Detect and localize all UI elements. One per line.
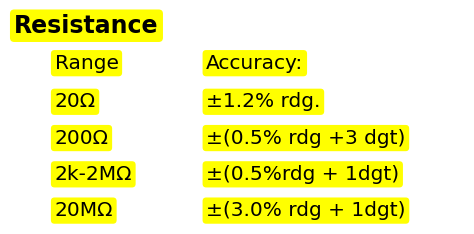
Text: Range: Range [55, 54, 118, 73]
Text: 200Ω: 200Ω [55, 128, 109, 148]
Text: Resistance: Resistance [14, 14, 159, 38]
Text: ±(3.0% rdg + 1dgt): ±(3.0% rdg + 1dgt) [206, 201, 406, 220]
Text: ±1.2% rdg.: ±1.2% rdg. [206, 92, 320, 111]
Text: 20Ω: 20Ω [55, 92, 96, 111]
Text: Accuracy:: Accuracy: [206, 54, 303, 73]
Text: ±(0.5%rdg + 1dgt): ±(0.5%rdg + 1dgt) [206, 165, 399, 184]
Text: 20MΩ: 20MΩ [55, 201, 113, 220]
Text: 2k-2MΩ: 2k-2MΩ [55, 165, 132, 184]
Text: ±(0.5% rdg +3 dgt): ±(0.5% rdg +3 dgt) [206, 128, 406, 148]
